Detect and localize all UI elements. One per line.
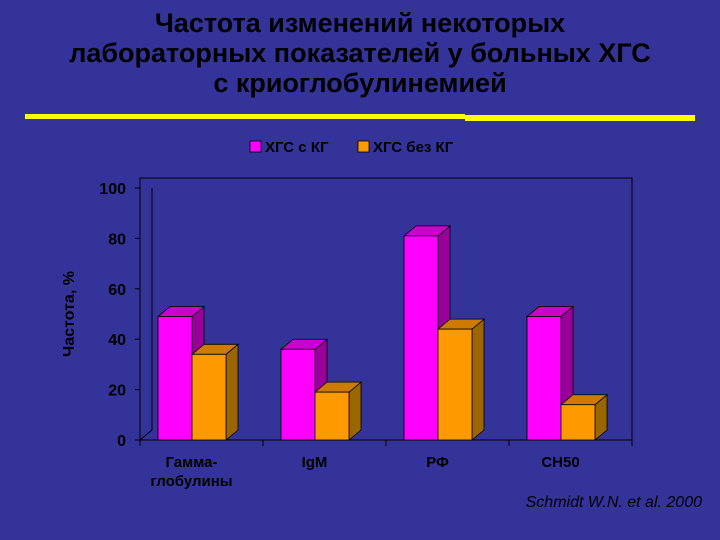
- legend-label-2: ХГС без КГ: [373, 139, 454, 156]
- title-line-2: лабораторных показателей у больных ХГС: [69, 38, 651, 68]
- y-tick-label-5: 100: [99, 181, 126, 198]
- y-tick-label-0: 0: [117, 433, 126, 450]
- title-underline-right: [465, 115, 695, 121]
- x-category-label-4: CH50: [541, 454, 579, 471]
- chart-title: Частота изменений некоторых лабораторных…: [0, 8, 720, 98]
- bar-s1-4: [526, 316, 562, 441]
- legend-label-1: ХГС с КГ: [265, 139, 329, 156]
- x-category-label-1-line-1: Гамма-: [166, 454, 218, 471]
- title-line-3: с криоглобулинемией: [213, 68, 507, 98]
- y-axis-label: Частота, %: [61, 271, 78, 357]
- y-tick-label-4: 80: [108, 231, 126, 248]
- bar-s1-1: [157, 316, 193, 441]
- plot-back-left-edge: [139, 188, 153, 441]
- legend-swatch-1: [249, 140, 262, 153]
- x-category-label-1-line-2: глобулины: [150, 473, 232, 490]
- bar-s2-4: [560, 404, 596, 441]
- y-tick-label-3: 60: [108, 282, 126, 299]
- legend-swatch-2: [357, 140, 370, 153]
- title-underline-left: [25, 114, 465, 119]
- citation: Schmidt W.N. et al. 2000: [525, 494, 702, 511]
- bar-s2-1: [191, 353, 227, 441]
- y-tick-label-1: 20: [108, 383, 126, 400]
- y-tick-label-2: 40: [108, 332, 126, 349]
- bar-s1-2: [280, 348, 316, 441]
- bar-s2-2: [314, 391, 350, 441]
- bar-s2-1-side: [225, 343, 239, 441]
- x-category-label-3: РФ: [426, 454, 449, 471]
- x-category-label-2: IgM: [302, 454, 328, 471]
- bar-s2-3-side: [471, 318, 485, 441]
- title-line-1: Частота изменений некоторых: [154, 8, 566, 38]
- bar-s1-3: [403, 235, 439, 441]
- bar-s2-3: [437, 328, 473, 441]
